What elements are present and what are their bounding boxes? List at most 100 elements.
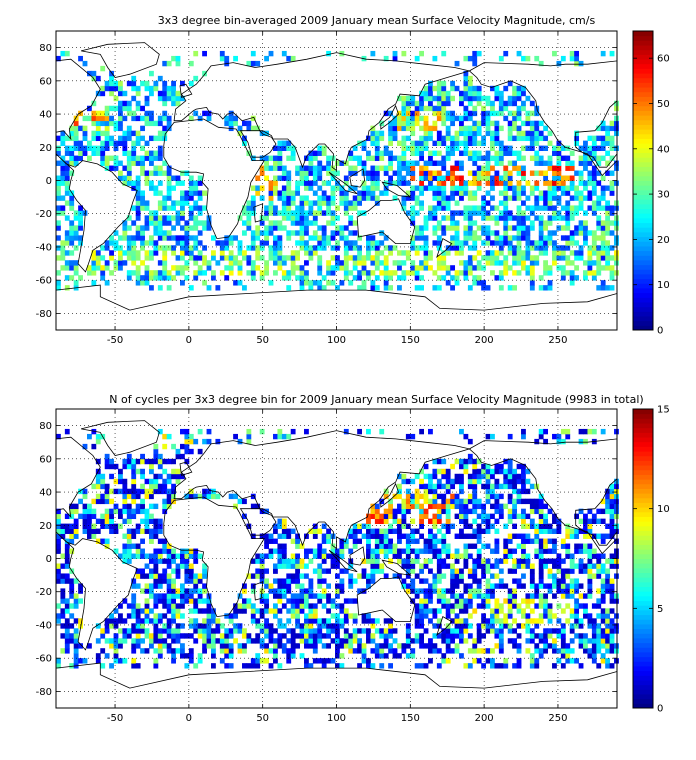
heatmap-cell [352,528,358,534]
heatmap-cell [100,110,106,117]
heatmap-cell [370,513,376,520]
heatmap-cell [69,220,75,226]
heatmap-cell [162,265,168,271]
heatmap-cell [60,633,66,639]
heatmap-cell [131,458,137,465]
heatmap-cell [565,240,571,246]
heatmap-cell [410,583,416,589]
heatmap-cell [560,145,566,151]
heatmap-cell [534,160,540,166]
heatmap-cell [485,160,491,166]
heatmap-cell [118,85,123,92]
heatmap-cell [144,563,150,569]
heatmap-cell [193,235,199,241]
heatmap-cell [569,553,575,559]
heatmap-cell [383,265,389,271]
colorbar-tick-label: 20 [657,235,670,246]
heatmap-cell [485,165,491,171]
heatmap-cell [583,140,588,147]
heatmap-cell [543,145,549,151]
heatmap-cell [521,210,526,216]
heatmap-cell [405,135,411,142]
heatmap-cell [459,125,464,132]
heatmap-cell [516,255,522,261]
heatmap-cell [259,643,265,649]
heatmap-cell [95,653,101,659]
heatmap-cell [171,483,176,490]
heatmap-cell [454,235,460,241]
heatmap-cell [600,643,606,649]
heatmap-cell [149,513,154,520]
heatmap-cell [188,250,194,256]
heatmap-cell [521,508,526,515]
heatmap-cell [157,628,163,634]
colorbar-swatch [633,152,653,158]
colorbar-swatch [633,40,653,46]
heatmap-cell [113,245,119,251]
heatmap-cell [321,603,327,609]
heatmap-cell [498,483,504,490]
heatmap-cell [476,648,482,654]
heatmap-cell [202,648,207,654]
heatmap-cell [441,558,447,564]
heatmap-cell [255,633,261,639]
heatmap-cell [521,558,526,564]
heatmap-cell [140,235,145,241]
heatmap-cell [525,265,531,271]
heatmap-cell [432,623,438,629]
heatmap-cell [490,483,495,490]
heatmap-cell [122,145,128,151]
heatmap-cell [463,270,469,276]
heatmap-cell [193,588,199,594]
heatmap-cell [556,165,562,171]
heatmap-cell [485,115,491,122]
heatmap-cell [534,588,540,594]
heatmap-cell [326,643,331,649]
heatmap-cell [197,658,203,664]
heatmap-cell [507,613,513,619]
heatmap-cell [534,200,540,206]
heatmap-cell [481,528,487,534]
heatmap-cell [73,643,79,649]
heatmap-cell [383,538,389,544]
heatmap-cell [131,508,137,515]
heatmap-cell [494,230,500,236]
heatmap-cell [268,190,274,196]
heatmap-cell [459,180,464,186]
heatmap-cell [596,648,602,654]
heatmap-cell [538,513,544,520]
heatmap-cell [166,573,172,579]
heatmap-cell [467,508,473,515]
heatmap-cell [543,170,549,176]
heatmap-cell [498,618,504,624]
heatmap-cell [330,270,336,276]
heatmap-cell [188,573,194,579]
heatmap-cell [490,135,495,142]
heatmap-cell [428,598,433,604]
heatmap-cell [290,628,296,634]
heatmap-cell [180,235,185,241]
heatmap-cell [100,663,106,669]
heatmap-cell [494,528,500,534]
heatmap-cell [556,433,562,440]
heatmap-cell [463,628,469,634]
heatmap-cell [109,488,114,495]
heatmap-cell [157,458,163,465]
heatmap-cell [166,95,172,102]
heatmap-cell [326,200,331,206]
heatmap-cell [273,250,278,256]
heatmap-cell [339,608,345,614]
heatmap-cell [614,240,619,246]
heatmap-cell [441,523,447,529]
heatmap-cell [405,553,411,559]
heatmap-cell [348,255,354,261]
heatmap-cell [321,190,327,196]
heatmap-cell [157,165,163,171]
heatmap-cell [574,563,580,569]
heatmap-cell [352,185,358,191]
heatmap-cell [122,543,128,549]
heatmap-cell [498,95,504,102]
heatmap-cell [312,648,318,654]
heatmap-cell [445,498,451,505]
heatmap-cell [317,185,323,191]
